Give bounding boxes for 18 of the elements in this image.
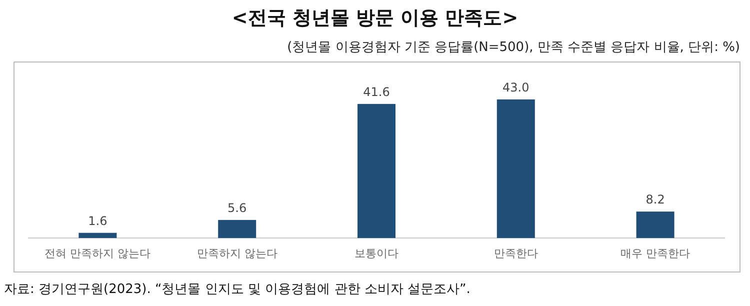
chart-subtitle: (청년몰 이용경험자 기준 응답률(N=500), 만족 수준별 응답자 비율, 단위: %) <box>287 40 740 55</box>
bar <box>496 99 535 238</box>
bar <box>636 212 674 238</box>
x-tick-label: 전혀 만족하지 않는다 <box>44 247 151 260</box>
x-tick-label: 보통이다 <box>354 247 398 260</box>
x-tick-label: 만족하지 않는다 <box>196 247 278 260</box>
data-label: 43.0 <box>502 80 530 94</box>
x-tick-label: 매우 만족한다 <box>620 247 690 260</box>
x-tick-label: 만족한다 <box>494 247 538 260</box>
data-label: 8.2 <box>646 192 665 207</box>
text: 자료: 경기연구원(2023). “청년몰 인지도 및 이용경험에 관한 소비자 설문조사”. <box>4 282 470 297</box>
data-label: 5.6 <box>228 200 247 215</box>
bar <box>78 232 117 238</box>
data-label: 1.6 <box>88 214 108 228</box>
bar <box>358 104 396 238</box>
data-label: 41.6 <box>363 84 390 99</box>
chart-title: <전국 청년몰 방문 이용 만족도> <box>232 7 518 29</box>
bar <box>218 220 256 238</box>
